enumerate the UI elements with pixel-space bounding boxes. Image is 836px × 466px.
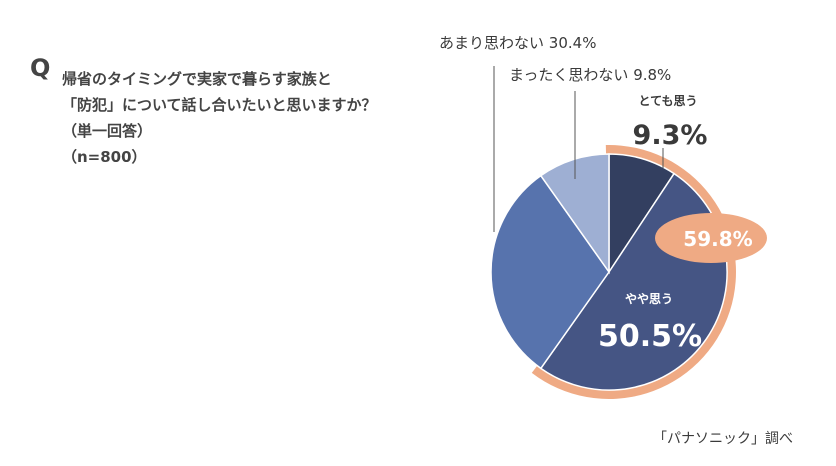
answer-type: （単一回答） (62, 122, 153, 140)
highlight-value: 59.8% (683, 227, 752, 251)
source-credit: 「パナソニック」調べ (653, 431, 793, 447)
question-text-line-1: 帰省のタイミングで実家で暮らす家族と (62, 70, 332, 88)
label-amari-omowanai: あまり思わない 30.4% (439, 34, 596, 52)
label-mattaku-omowanai: まったく思わない 9.8% (509, 66, 671, 84)
sample-size: （n=800） (62, 148, 147, 166)
pie-slice-mattaku-omowanai (539, 153, 610, 275)
value-yaya-omou: 50.5% (598, 319, 702, 354)
question-text-line-2: 「防犯」について話し合いたいと思いますか？ (62, 96, 377, 114)
label-yaya-omou: やや思う (625, 292, 673, 306)
label-totemo-omou: とても思う (638, 94, 697, 108)
value-totemo-omou: 9.3% (633, 120, 708, 151)
pie-slice-amari-omowanai (490, 174, 610, 370)
highlight-badge (655, 213, 767, 263)
question-mark: Q (30, 54, 51, 82)
